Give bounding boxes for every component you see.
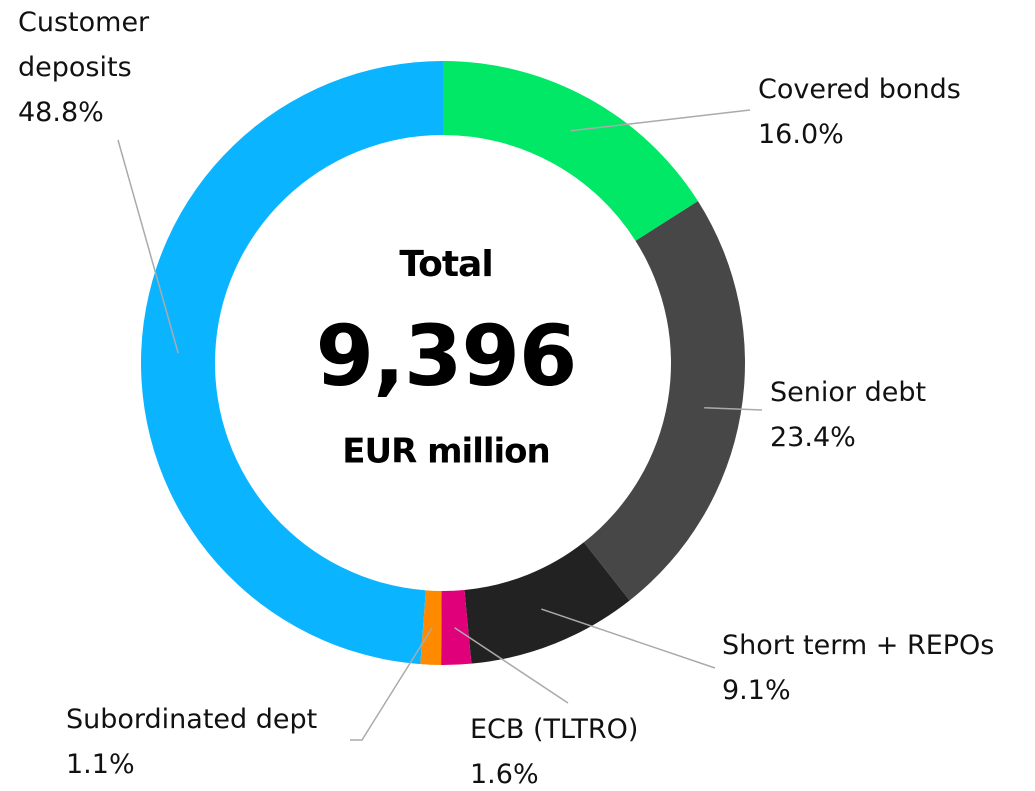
center-unit: EUR million — [342, 432, 549, 472]
segment-label: ECB (TLTRO) 1.6% — [470, 707, 690, 791]
donut-segment — [464, 542, 630, 664]
category-name: Short term + REPOs — [722, 630, 995, 661]
leader-line — [704, 406, 763, 411]
value-label: 48.8% — [18, 97, 104, 128]
segment-label: Senior debt 23.4% — [770, 370, 1030, 460]
leader-line — [541, 608, 716, 669]
segment-label: Covered bonds 16.0% — [758, 67, 1035, 157]
category-name: Covered bonds — [758, 74, 961, 105]
donut-segment — [441, 589, 472, 665]
value-label: 16.0% — [758, 119, 844, 150]
value-label: 1.1% — [66, 749, 135, 780]
value-label: 23.4% — [770, 422, 856, 453]
category-name: ECB (TLTRO) — [470, 714, 639, 745]
leader-line — [570, 109, 751, 132]
leader-line — [350, 627, 433, 741]
donut-segment — [583, 201, 745, 601]
center-title: Total — [399, 244, 492, 285]
category-name: Subordinated dept — [66, 704, 318, 735]
category-name: Senior debt — [770, 377, 927, 408]
donut-segment — [141, 61, 443, 665]
segment-label: Subordinated dept 1.1% — [66, 697, 366, 787]
donut-segment — [420, 590, 442, 665]
leader-line — [117, 139, 179, 354]
leader-line — [454, 627, 569, 704]
center-total: 9,396 — [316, 307, 577, 405]
value-label: 9.1% — [722, 675, 791, 706]
donut-segment — [443, 61, 698, 241]
segment-label: Short term + REPOs 9.1% — [722, 623, 1032, 713]
value-label: 1.6% — [470, 759, 539, 790]
category-name: Customer deposits — [18, 7, 150, 83]
segment-label: Customer deposits 48.8% — [18, 0, 188, 135]
